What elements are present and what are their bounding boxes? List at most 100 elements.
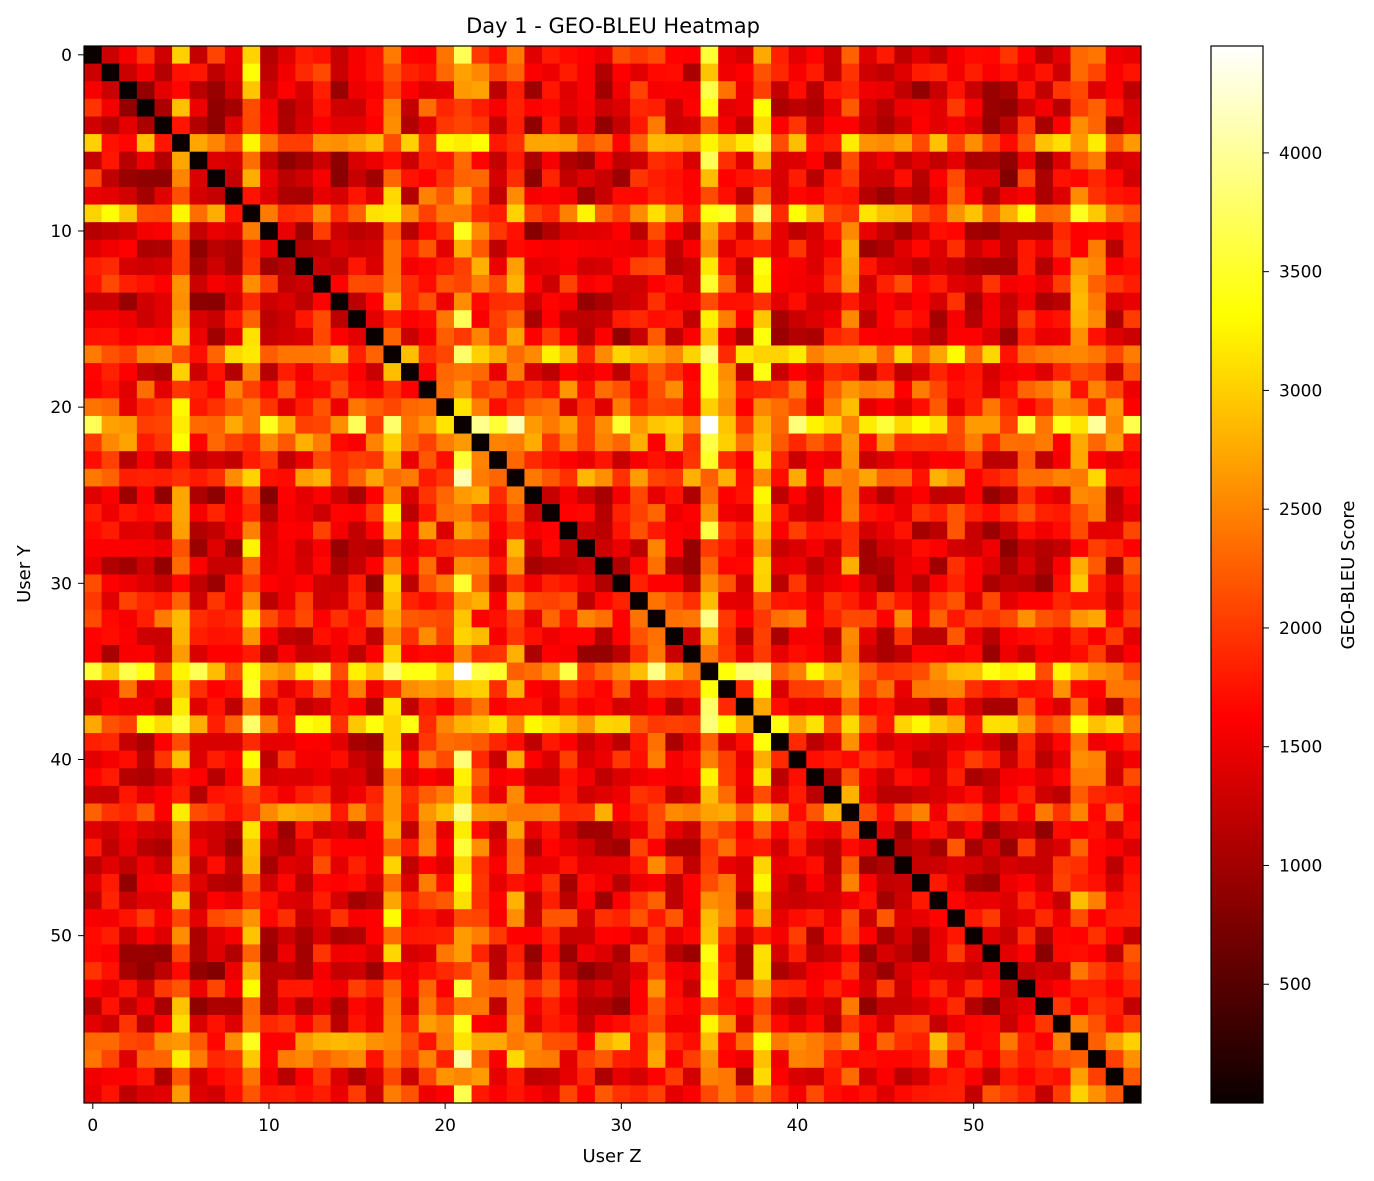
heatmap-cell bbox=[154, 697, 173, 716]
heatmap-cell bbox=[453, 380, 472, 399]
heatmap-cell bbox=[383, 609, 402, 628]
heatmap-cell bbox=[947, 1014, 966, 1033]
heatmap-cell bbox=[1070, 873, 1089, 892]
heatmap-cell bbox=[894, 803, 913, 822]
heatmap-cell bbox=[313, 926, 332, 945]
heatmap-cell bbox=[929, 574, 948, 593]
heatmap-cell bbox=[1088, 63, 1107, 82]
heatmap-cell bbox=[471, 997, 490, 1016]
heatmap-cell bbox=[1088, 821, 1107, 840]
heatmap-cell bbox=[894, 98, 913, 117]
x-axis-ticks: 0 10 20 30 40 50 bbox=[87, 1103, 984, 1136]
heatmap-cell bbox=[506, 1014, 525, 1033]
heatmap-cell bbox=[612, 873, 631, 892]
heatmap-cell bbox=[894, 275, 913, 294]
heatmap-cell bbox=[718, 680, 737, 699]
heatmap-cell bbox=[894, 592, 913, 611]
heatmap-cell bbox=[136, 327, 155, 346]
heatmap-cell bbox=[401, 873, 420, 892]
heatmap-cell bbox=[189, 909, 208, 928]
heatmap-cell bbox=[964, 838, 983, 857]
heatmap-cell bbox=[506, 1032, 525, 1051]
heatmap-cell bbox=[84, 662, 103, 681]
heatmap-cell bbox=[489, 909, 508, 928]
heatmap-cell bbox=[1105, 909, 1124, 928]
heatmap-cell bbox=[418, 380, 437, 399]
heatmap-cell bbox=[189, 750, 208, 769]
heatmap-cell bbox=[594, 134, 613, 153]
heatmap-cell bbox=[524, 116, 543, 135]
heatmap-cell bbox=[172, 627, 191, 646]
heatmap-cell bbox=[647, 574, 666, 593]
heatmap-cell bbox=[982, 380, 1001, 399]
heatmap-cell bbox=[947, 504, 966, 523]
heatmap-cell bbox=[753, 697, 772, 716]
heatmap-cell bbox=[1070, 327, 1089, 346]
heatmap-cell bbox=[876, 821, 895, 840]
heatmap-cell bbox=[1123, 451, 1142, 470]
heatmap-cell bbox=[982, 134, 1001, 153]
heatmap-cell bbox=[542, 204, 561, 223]
heatmap-cell bbox=[982, 627, 1001, 646]
heatmap-cell bbox=[224, 433, 243, 452]
heatmap-cell bbox=[401, 539, 420, 558]
heatmap-cell bbox=[559, 1085, 578, 1104]
heatmap-cell bbox=[489, 627, 508, 646]
heatmap-cell bbox=[313, 504, 332, 523]
heatmap-cell bbox=[453, 997, 472, 1016]
heatmap-cell bbox=[277, 1085, 296, 1104]
heatmap-cell bbox=[224, 785, 243, 804]
heatmap-cell bbox=[1017, 292, 1036, 311]
heatmap-cell bbox=[559, 63, 578, 82]
heatmap-cell bbox=[313, 398, 332, 417]
heatmap-cell bbox=[806, 415, 825, 434]
heatmap-cell bbox=[559, 486, 578, 505]
heatmap-cell bbox=[630, 504, 649, 523]
heatmap-cell bbox=[1017, 521, 1036, 540]
heatmap-cell bbox=[172, 151, 191, 170]
heatmap-cell bbox=[1035, 1050, 1054, 1069]
heatmap-cell bbox=[577, 398, 596, 417]
heatmap-cell bbox=[753, 785, 772, 804]
heatmap-cell bbox=[154, 363, 173, 382]
heatmap-cell bbox=[260, 46, 279, 65]
heatmap-cell bbox=[1088, 574, 1107, 593]
heatmap-cell bbox=[911, 415, 930, 434]
heatmap-cell bbox=[1000, 116, 1019, 135]
heatmap-cell bbox=[612, 504, 631, 523]
heatmap-cell bbox=[1000, 592, 1019, 611]
heatmap-cell bbox=[506, 680, 525, 699]
heatmap-cell bbox=[1105, 609, 1124, 628]
heatmap-cell bbox=[1017, 275, 1036, 294]
heatmap-cell bbox=[348, 1032, 367, 1051]
heatmap-cell bbox=[841, 239, 860, 258]
heatmap-cell bbox=[119, 292, 138, 311]
heatmap-cell bbox=[559, 909, 578, 928]
heatmap-cell bbox=[224, 1050, 243, 1069]
heatmap-cell bbox=[859, 926, 878, 945]
heatmap-cell bbox=[700, 257, 719, 276]
heatmap-cell bbox=[348, 380, 367, 399]
heatmap-cell bbox=[277, 310, 296, 329]
heatmap-cell bbox=[823, 239, 842, 258]
y-tick-label: 50 bbox=[50, 927, 72, 947]
heatmap-cell bbox=[242, 257, 261, 276]
heatmap-cell bbox=[313, 539, 332, 558]
heatmap-cell bbox=[1017, 222, 1036, 241]
heatmap-cell bbox=[1035, 486, 1054, 505]
heatmap-cell bbox=[101, 926, 120, 945]
heatmap-cell bbox=[1017, 451, 1036, 470]
heatmap-cell bbox=[1105, 451, 1124, 470]
heatmap-cell bbox=[753, 398, 772, 417]
heatmap-cell bbox=[841, 98, 860, 117]
heatmap-cell bbox=[612, 204, 631, 223]
heatmap-cell bbox=[577, 644, 596, 663]
heatmap-cell bbox=[1070, 944, 1089, 963]
heatmap-cell bbox=[771, 327, 790, 346]
heatmap-cell bbox=[295, 81, 314, 100]
heatmap-cell bbox=[277, 222, 296, 241]
heatmap-cell bbox=[295, 856, 314, 875]
heatmap-cell bbox=[471, 627, 490, 646]
heatmap-cell bbox=[771, 750, 790, 769]
heatmap-cell bbox=[383, 451, 402, 470]
